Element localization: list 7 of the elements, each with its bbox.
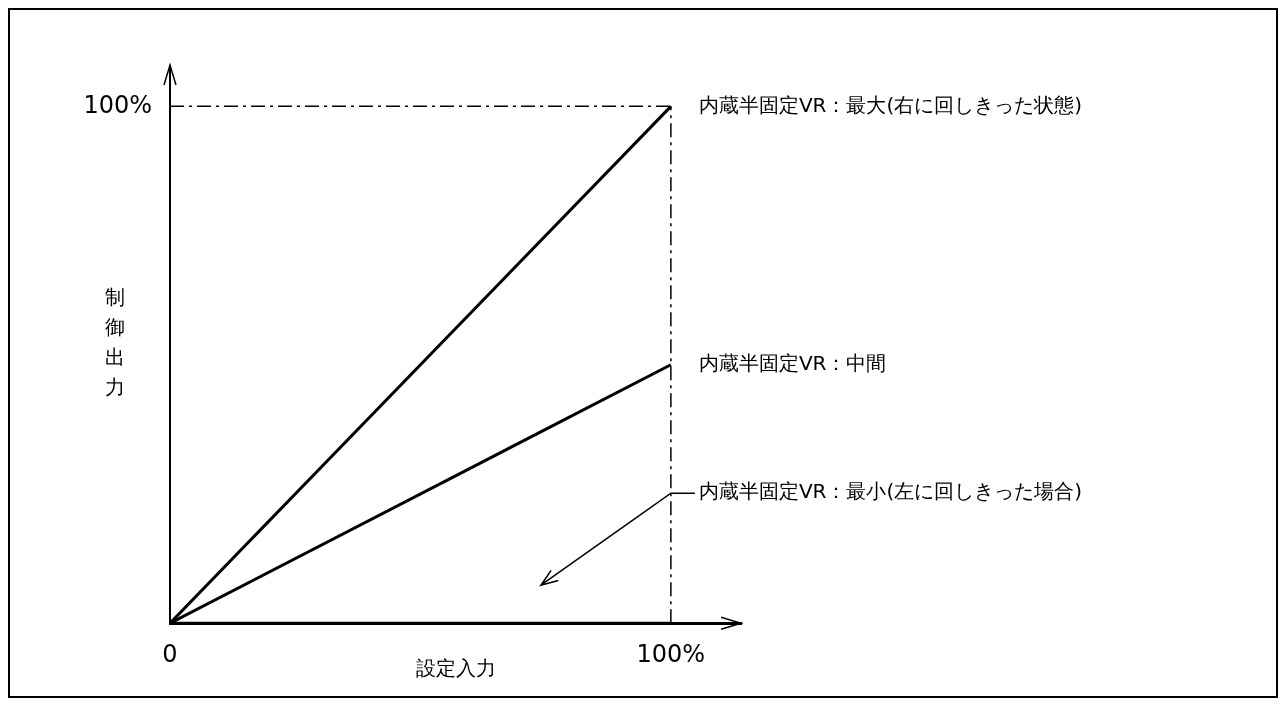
- series-label: 内蔵半固定VR：中間: [698, 350, 887, 375]
- y-axis-title: 制御出力: [105, 285, 125, 400]
- text: 内蔵半固定VR：最小(左に回しきった場合): [698, 479, 1083, 504]
- x-axis-title: 設定入力: [415, 656, 496, 681]
- x-tick-label: 0: [162, 639, 178, 668]
- ref-line-label: 100%: [83, 90, 152, 119]
- series-label: 内蔵半固定VR：最大(右に回しきった状態): [698, 92, 1083, 117]
